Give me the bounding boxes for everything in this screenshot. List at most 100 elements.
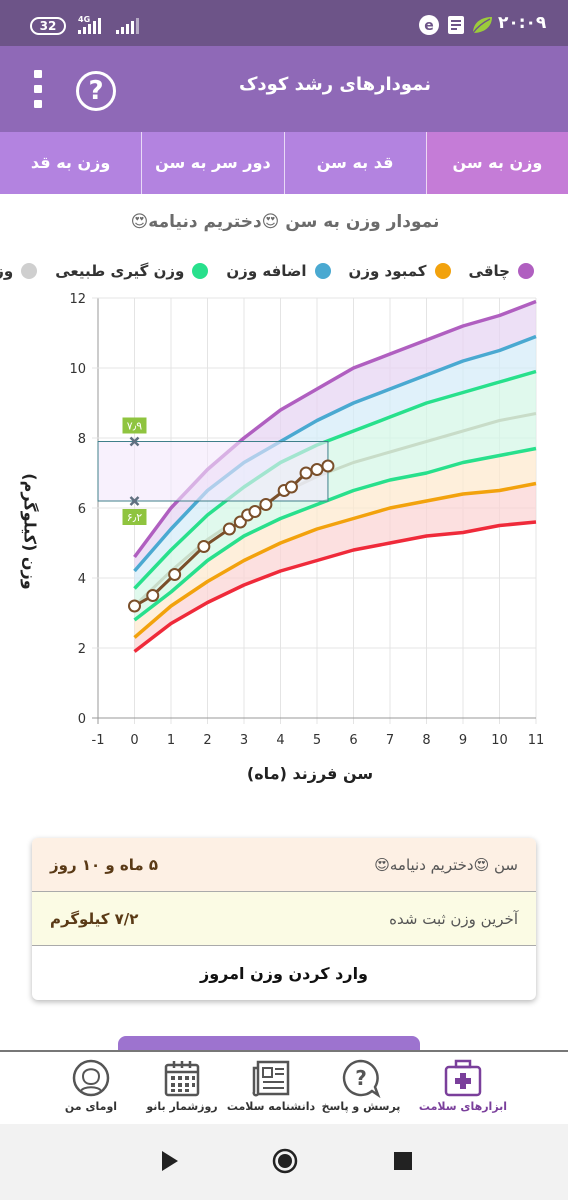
x-tick-label: 3 bbox=[240, 733, 248, 748]
more-menu-icon[interactable] bbox=[28, 70, 48, 108]
x-tick-label: 4 bbox=[276, 733, 284, 748]
x-tick-label: 10 bbox=[491, 733, 508, 748]
legend-dot bbox=[314, 263, 331, 279]
weight-point bbox=[259, 498, 273, 511]
news-icon bbox=[448, 16, 464, 34]
range-label: ۶٫۲ bbox=[127, 511, 142, 524]
help-button[interactable]: ? bbox=[76, 71, 116, 111]
x-tick-label: 8 bbox=[422, 733, 430, 748]
chart-legend: چاقی کمبود وزن اضافه وزن وزن گیری طبیعی … bbox=[0, 262, 568, 288]
recents-icon[interactable] bbox=[394, 1152, 412, 1170]
leaf-icon bbox=[472, 17, 492, 34]
nav-lady-calendar[interactable]: روزشمار بانو bbox=[137, 1056, 227, 1122]
tab-height-for-age[interactable]: قد به سن bbox=[283, 132, 426, 194]
growth-curve bbox=[133, 446, 537, 622]
weight-point bbox=[248, 505, 262, 518]
calendar-icon bbox=[164, 1061, 200, 1097]
status-bar: 32 4G e ۲۰:۰۹ bbox=[0, 0, 568, 46]
growth-curve bbox=[133, 520, 537, 653]
legend-item-average[interactable]: وزن میانگین bbox=[0, 262, 38, 280]
x-axis-label: سن فرزند (ماه) bbox=[246, 764, 374, 783]
legend-item-underweight[interactable]: کمبود وزن bbox=[349, 262, 451, 280]
clock: ۲۰:۰۹ bbox=[498, 13, 547, 33]
legend-dot bbox=[192, 263, 209, 279]
weight-point bbox=[321, 459, 335, 473]
legend-dot bbox=[518, 263, 534, 279]
chart-band bbox=[134, 483, 536, 652]
system-nav-bar bbox=[0, 1124, 568, 1200]
tab-weight-for-height[interactable]: وزن به قد bbox=[30, 153, 111, 172]
chart-title: نمودار وزن به سن 😍دختریم دنیامه😍 bbox=[130, 212, 440, 232]
age-value: ۵ ماه و ۱۰ روز bbox=[50, 855, 159, 874]
y-tick-label: 2 bbox=[78, 642, 86, 657]
age-label: سن 😍دختریم دنیامه😍 bbox=[374, 855, 518, 874]
svg-text:?: ? bbox=[355, 1066, 367, 1090]
last-weight-value: ۷/۲ کیلوگرم bbox=[50, 909, 139, 928]
weight-point bbox=[168, 568, 182, 581]
nav-health-tools[interactable]: ابزارهای سلامت bbox=[418, 1056, 508, 1122]
y-tick-label: 0 bbox=[78, 712, 86, 727]
nav-health-encyclopedia[interactable]: دانشنامه سلامت bbox=[226, 1056, 316, 1122]
range-label-box bbox=[122, 417, 147, 434]
tab-weight-for-age[interactable]: وزن به سن bbox=[425, 132, 568, 194]
weight-point bbox=[222, 522, 236, 536]
x-tick-label: 9 bbox=[459, 733, 467, 748]
x-tick-label: 11 bbox=[528, 733, 545, 748]
y-tick-label: 4 bbox=[78, 572, 86, 587]
nav-my-profile[interactable]: اومای من bbox=[46, 1056, 136, 1122]
x-tick-label: 6 bbox=[349, 733, 357, 748]
app-bar: ? نمودارهای رشد کودک bbox=[0, 46, 568, 132]
signal-icon-2 bbox=[116, 18, 139, 34]
age-row: سن 😍دختریم دنیامه😍 ۵ ماه و ۱۰ روز bbox=[32, 838, 536, 892]
x-tick-label: 0 bbox=[130, 733, 138, 748]
y-tick-label: 12 bbox=[69, 292, 86, 307]
x-tick-label: 1 bbox=[167, 733, 175, 748]
svg-text:e: e bbox=[424, 18, 434, 34]
signal-icon bbox=[78, 18, 101, 34]
x-tick-label: 7 bbox=[386, 733, 394, 748]
legend-item-overweight[interactable]: اضافه وزن bbox=[226, 262, 331, 280]
home-icon[interactable] bbox=[272, 1148, 298, 1174]
enter-weight-button[interactable]: وارد کردن وزن امروز bbox=[200, 963, 368, 983]
range-marker bbox=[129, 496, 140, 506]
x-tick-label: 2 bbox=[203, 733, 211, 748]
legend-dot bbox=[434, 263, 451, 279]
profile-icon bbox=[72, 1059, 110, 1097]
network-type: 4G bbox=[78, 15, 91, 24]
range-label: ۷٫۹ bbox=[127, 420, 142, 433]
battery-indicator: 32 bbox=[30, 17, 66, 35]
y-axis-label: وزن (کیلوگرم) bbox=[20, 473, 40, 590]
y-tick-label: 10 bbox=[69, 362, 86, 377]
weight-point bbox=[284, 480, 298, 494]
chart-band bbox=[134, 301, 536, 571]
last-weight-row: آخرین وزن ثبت شده ۷/۲ کیلوگرم bbox=[32, 892, 536, 946]
child-info-card: سن 😍دختریم دنیامه😍 ۵ ماه و ۱۰ روز آخرین … bbox=[32, 838, 536, 1000]
bottom-nav: ابزارهای سلامت ? پرسش و پاسخ دانشنامه سل… bbox=[0, 1050, 568, 1124]
chart-band bbox=[134, 448, 536, 638]
legend-item-obese[interactable]: چاقی bbox=[469, 262, 534, 280]
question-bubble-icon: ? bbox=[342, 1059, 381, 1098]
nav-questions[interactable]: ? پرسش و پاسخ bbox=[316, 1056, 406, 1122]
growth-curve bbox=[133, 369, 537, 590]
x-tick-label: 5 bbox=[313, 733, 321, 748]
growth-curve bbox=[133, 481, 537, 639]
weight-point bbox=[128, 599, 141, 613]
newspaper-icon bbox=[252, 1060, 290, 1097]
range-label-box bbox=[122, 509, 147, 525]
y-tick-label: 6 bbox=[78, 502, 86, 517]
health-kit-icon bbox=[444, 1059, 482, 1097]
back-icon[interactable] bbox=[160, 1150, 180, 1172]
app-e-icon: e bbox=[419, 15, 439, 35]
last-weight-label: آخرین وزن ثبت شده bbox=[389, 909, 518, 928]
chart-tabs: وزن به سن قد به سن دور سر به سن وزن به ق… bbox=[0, 132, 568, 194]
x-tick-label: -1 bbox=[92, 733, 105, 748]
range-marker bbox=[129, 436, 140, 447]
weight-point bbox=[310, 463, 324, 476]
legend-dot bbox=[21, 263, 38, 279]
y-tick-label: 8 bbox=[78, 432, 86, 447]
tab-head-circumference-for-age[interactable]: دور سر به سن bbox=[141, 132, 283, 194]
weight-point bbox=[146, 589, 160, 602]
legend-item-normal[interactable]: وزن گیری طبیعی bbox=[55, 262, 209, 280]
